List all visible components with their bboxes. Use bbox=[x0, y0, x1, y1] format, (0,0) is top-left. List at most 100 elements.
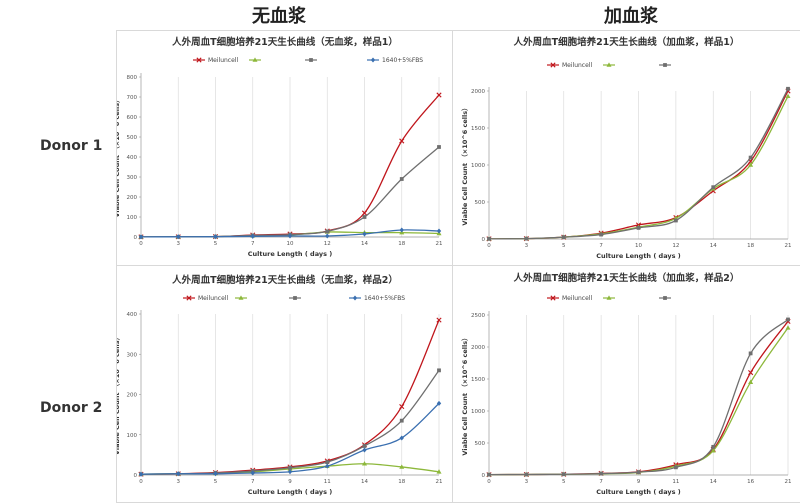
row-header-donor-1: Donor 1 bbox=[40, 138, 103, 154]
data-point bbox=[250, 470, 255, 476]
legend-item bbox=[305, 58, 317, 62]
legend-marker bbox=[663, 296, 667, 300]
x-tick-label: 3 bbox=[525, 243, 529, 249]
legend-label: 1640+5%FBS bbox=[364, 295, 405, 302]
data-point bbox=[673, 465, 678, 470]
legend-label: Meiluncell bbox=[198, 295, 228, 302]
x-tick-label: 14 bbox=[710, 479, 717, 485]
legend-item: 1640+5%FBS bbox=[349, 295, 405, 302]
chart-panel-donor1-plasma: 人外周血T细胞培养21天生长曲线（加血浆，样品1） Meiluncell 0 3 5 7 1… bbox=[452, 30, 800, 267]
series-group bbox=[487, 86, 790, 241]
y-tick-label: 300 bbox=[127, 352, 138, 358]
legend-marker bbox=[606, 62, 612, 67]
x-tick-label: 9 bbox=[637, 479, 641, 485]
data-point bbox=[785, 325, 791, 330]
x-tick-label: 0 bbox=[487, 243, 491, 249]
data-point bbox=[287, 469, 293, 475]
legend-marker bbox=[370, 57, 376, 63]
chart-title: 人外周血T细胞培养21天生长曲线（无血浆，样品2） bbox=[172, 274, 398, 286]
legend-marker bbox=[293, 296, 297, 300]
y-tick-label: 0 bbox=[482, 237, 486, 243]
row-header-donor-2: Donor 2 bbox=[40, 400, 103, 416]
y-tick-label: 2000 bbox=[471, 89, 485, 95]
data-point bbox=[287, 233, 293, 239]
y-axis-label: Viable Cell Count （×10^6 cells） bbox=[117, 96, 121, 217]
legend-marker bbox=[238, 295, 244, 300]
y-tick-label: 100 bbox=[127, 433, 138, 439]
series-line bbox=[488, 318, 789, 476]
data-point bbox=[711, 185, 716, 190]
y-tick-label: 100 bbox=[127, 215, 138, 221]
y-tick-label: 400 bbox=[127, 155, 138, 161]
legend-item: Meiluncell bbox=[547, 295, 592, 302]
data-point bbox=[325, 460, 330, 465]
legend-label: Meiluncell bbox=[208, 57, 238, 64]
y-axis-label: Viable Cell Count （×10^6 cells） bbox=[461, 104, 469, 225]
x-axis-label: Culture Length ( days ) bbox=[248, 250, 333, 258]
x-tick-label: 14 bbox=[361, 479, 368, 485]
legend-item: Meiluncell bbox=[547, 62, 592, 69]
legend-item bbox=[289, 296, 301, 300]
y-tick-label: 200 bbox=[127, 195, 138, 201]
data-point bbox=[599, 232, 604, 237]
data-point bbox=[748, 379, 754, 384]
legend-marker bbox=[550, 62, 556, 68]
data-point bbox=[524, 472, 529, 477]
data-point bbox=[325, 229, 330, 234]
legend-item bbox=[249, 57, 261, 62]
x-tick-label: 21 bbox=[436, 479, 443, 485]
growth-curve-chart-donor2-no-plasma: 人外周血T细胞培养21天生长曲线（无血浆，样品2） Meiluncell 1640+… bbox=[117, 274, 443, 496]
y-axis-label: Viable Cell Count （×10^6 cells） bbox=[461, 334, 469, 455]
data-point bbox=[487, 472, 491, 477]
x-tick-label: 0 bbox=[139, 241, 143, 247]
x-tick-label: 10 bbox=[635, 243, 642, 249]
data-point bbox=[362, 231, 367, 237]
legend-item bbox=[659, 296, 671, 300]
x-tick-label: 3 bbox=[525, 479, 529, 485]
data-point bbox=[561, 472, 566, 477]
x-tick-label: 14 bbox=[361, 241, 368, 247]
data-point bbox=[437, 368, 441, 373]
chart-panel-donor2-plasma: 人外周血T细胞培养21天生长曲线（加血浆，样品2） Meiluncell 0 3 5 7 9… bbox=[452, 265, 800, 503]
x-tick-label: 5 bbox=[214, 479, 218, 485]
y-tick-label: 0 bbox=[134, 473, 138, 479]
chart-panel-donor2-no-plasma: 人外周血T细胞培养21天生长曲线（无血浆，样品2） Meiluncell 1640+… bbox=[116, 265, 454, 503]
data-point bbox=[748, 155, 753, 160]
data-point bbox=[436, 400, 442, 406]
x-tick-label: 21 bbox=[785, 479, 792, 485]
data-point bbox=[436, 317, 442, 323]
x-tick-label: 5 bbox=[562, 243, 566, 249]
data-point bbox=[325, 463, 330, 469]
growth-curve-chart-donor2-plasma: 人外周血T细胞培养21天生长曲线（加血浆，样品2） Meiluncell 0 3 5 7 9… bbox=[461, 272, 792, 496]
x-tick-label: 7 bbox=[599, 243, 603, 249]
data-point bbox=[636, 470, 641, 475]
data-point bbox=[785, 93, 791, 98]
x-axis-label: Culture Length ( days ) bbox=[248, 488, 333, 496]
legend-item bbox=[235, 295, 247, 300]
data-point bbox=[436, 469, 442, 474]
y-tick-label: 200 bbox=[127, 393, 138, 399]
legend-marker bbox=[606, 295, 612, 300]
y-tick-label: 0 bbox=[482, 473, 486, 479]
series-group bbox=[487, 317, 790, 477]
data-point bbox=[673, 218, 678, 223]
chart-title: 人外周血T细胞培养21天生长曲线（加血浆，样品2） bbox=[514, 272, 740, 284]
legend-marker bbox=[352, 295, 358, 301]
x-tick-label: 18 bbox=[398, 241, 405, 247]
y-tick-label: 500 bbox=[475, 200, 486, 206]
data-point bbox=[436, 92, 442, 98]
y-tick-label: 300 bbox=[127, 175, 138, 181]
x-tick-label: 18 bbox=[398, 479, 405, 485]
chart-title: 人外周血T细胞培养21天生长曲线（无血浆，样品1） bbox=[172, 36, 398, 48]
legend-marker bbox=[252, 57, 258, 62]
data-point bbox=[399, 435, 404, 441]
x-tick-label: 7 bbox=[251, 479, 255, 485]
data-point bbox=[362, 215, 367, 219]
x-tick-label: 21 bbox=[436, 241, 443, 247]
data-point bbox=[599, 471, 604, 476]
y-tick-label: 500 bbox=[127, 135, 138, 141]
y-tick-label: 800 bbox=[127, 75, 138, 81]
x-tick-label: 12 bbox=[672, 243, 679, 249]
y-tick-label: 700 bbox=[127, 95, 138, 101]
legend-item: Meiluncell bbox=[183, 295, 228, 302]
